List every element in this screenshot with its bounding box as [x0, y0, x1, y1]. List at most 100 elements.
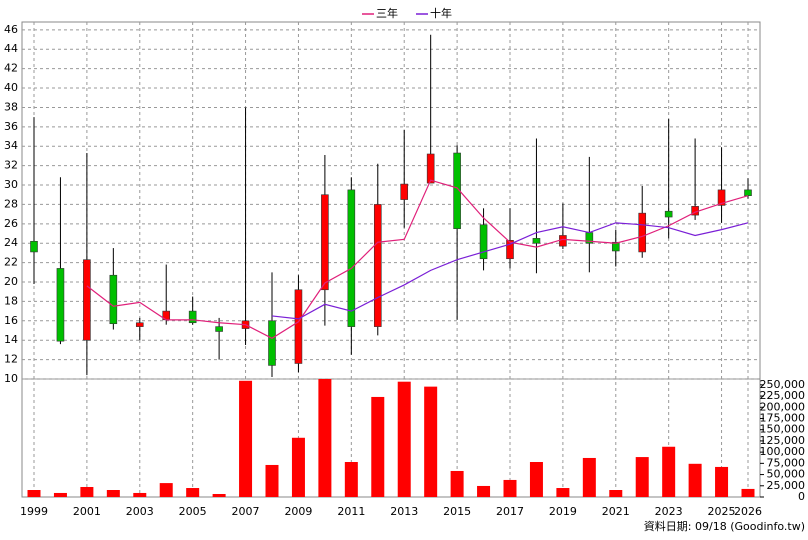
volume-bar [159, 483, 173, 497]
candle-body [30, 240, 38, 253]
y-tick-label: 40 [4, 81, 18, 94]
x-tick-label: 2001 [73, 505, 101, 518]
plot-frame [21, 21, 761, 498]
volume-bar [582, 457, 596, 497]
volume-bar [715, 466, 729, 497]
candle-body [532, 238, 541, 244]
y-tick-label: 44 [4, 42, 18, 55]
y-tick-label: 20 [4, 275, 18, 288]
candle-body [347, 189, 356, 327]
y2-tick-label: 175,000 [760, 411, 806, 424]
y2-tick-label: 100,000 [760, 445, 806, 458]
y2-tick-label: 200,000 [760, 400, 806, 413]
candle-body [188, 310, 197, 324]
x-tick-label: 2007 [232, 505, 260, 518]
candle-body [506, 240, 514, 260]
legend-label: 三年 [376, 6, 398, 20]
x-tick-label: 2025 [708, 505, 736, 518]
candle-body [744, 189, 752, 196]
x-tick-label: 2015 [443, 505, 471, 518]
volume-bar [477, 485, 491, 497]
volume-bar [239, 380, 253, 497]
candle-body [83, 259, 91, 341]
volume-bar [397, 381, 411, 497]
volume-bar [529, 462, 543, 497]
y-tick-label: 24 [4, 236, 18, 249]
volume-bar [556, 488, 570, 497]
x-tick-label: 2003 [126, 505, 154, 518]
volume-bar [424, 386, 438, 497]
y-tick-label: 14 [4, 333, 18, 346]
candle-body [109, 274, 118, 325]
volume-bar [688, 463, 702, 497]
volume-bar [609, 490, 623, 497]
candle-body [400, 183, 409, 200]
y-tick-label: 22 [4, 256, 18, 269]
y2-tick-label: 250,000 [760, 378, 806, 391]
y2-tick-label: 50,000 [767, 468, 806, 481]
y-tick-label: 26 [4, 217, 18, 230]
candle-body [135, 322, 144, 327]
volume-bar [212, 493, 226, 497]
volume-bar [27, 490, 41, 497]
y-tick-label: 38 [4, 100, 18, 113]
y-tick-label: 34 [4, 139, 18, 152]
candle-body [321, 194, 329, 291]
y2-tick-label: 125,000 [760, 434, 806, 447]
volume-bar [635, 457, 649, 497]
y-tick-label: 18 [4, 294, 18, 307]
y-tick-label: 36 [4, 120, 18, 133]
y2-tick-label: 225,000 [760, 389, 806, 402]
volume-bar [503, 479, 517, 497]
x-tick-label: 2023 [655, 505, 683, 518]
candle-body [664, 210, 673, 218]
volume-bar [106, 490, 120, 497]
x-tick-label: 2021 [602, 505, 630, 518]
x-tick-label: 2019 [549, 505, 577, 518]
volume-bar [741, 488, 755, 497]
x-tick-label: 2011 [337, 505, 365, 518]
volume-bar [662, 446, 676, 497]
candle-body [638, 212, 647, 253]
candle-body [215, 326, 223, 332]
candle-body [373, 204, 382, 327]
volume-bar [291, 437, 305, 497]
y-tick-label: 42 [4, 62, 18, 75]
candle-body [559, 235, 567, 247]
volume-bar [80, 486, 94, 497]
candle-body [268, 320, 276, 366]
y2-tick-label: 150,000 [760, 423, 806, 436]
y-tick-label: 16 [4, 314, 18, 327]
x-tick-label: 2005 [179, 505, 207, 518]
y-tick-label: 46 [4, 23, 18, 36]
y-tick-label: 12 [4, 353, 18, 366]
x-tick-label: 2017 [496, 505, 524, 518]
x-tick-label: 2013 [390, 505, 418, 518]
candle-body [426, 153, 435, 184]
candle-body [717, 189, 726, 206]
y2-tick-label: 0 [798, 490, 805, 503]
x-tick-label: 1999 [20, 505, 48, 518]
y-tick-label: 30 [4, 178, 18, 191]
x-tick-label: 2026 [734, 505, 762, 518]
y2-tick-label: 25,000 [767, 479, 806, 492]
candle-body [453, 152, 461, 229]
volume-bar [186, 488, 200, 497]
volume-bar [371, 396, 385, 497]
y-tick-label: 28 [4, 197, 18, 210]
x-tick-label: 2009 [284, 505, 312, 518]
candle-body [611, 241, 620, 252]
volume-bar [53, 492, 67, 497]
volume-bar [133, 492, 147, 497]
candle-body [294, 289, 303, 364]
volume-bar [265, 464, 279, 497]
candle-body [56, 268, 65, 342]
ma-line [271, 222, 749, 320]
volume-bar [344, 462, 358, 497]
y-tick-label: 32 [4, 159, 18, 172]
legend-label: 十年 [430, 6, 452, 20]
candle-body [479, 224, 488, 260]
volume-bar [450, 470, 464, 497]
volume-bar [318, 379, 332, 497]
